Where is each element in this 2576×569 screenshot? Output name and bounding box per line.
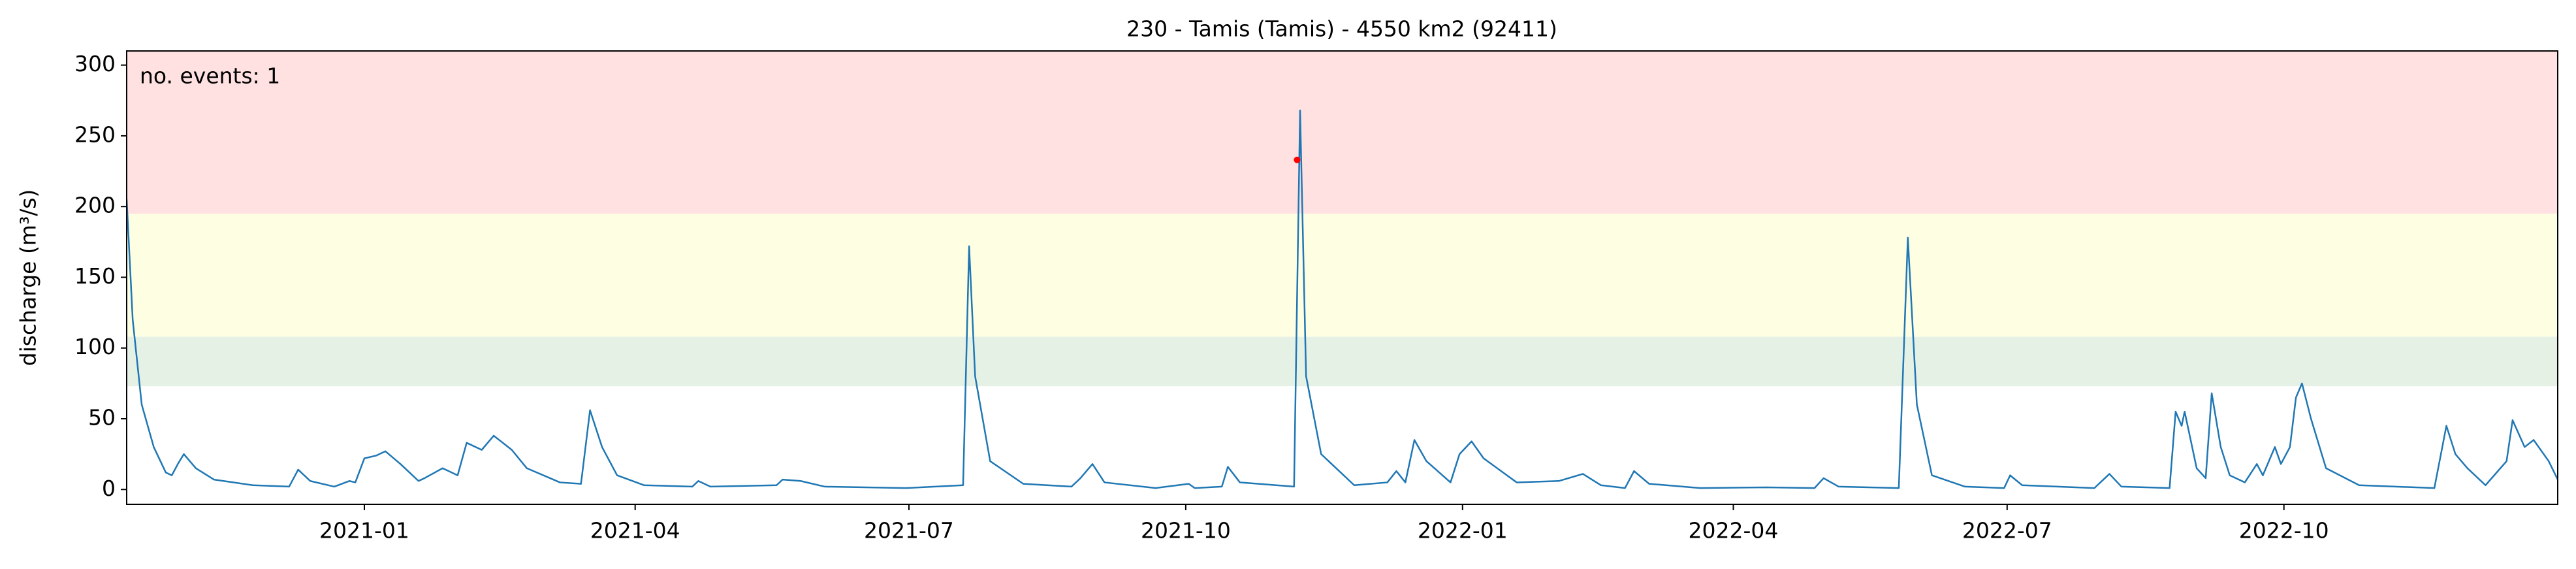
discharge-line — [127, 109, 2558, 489]
y-tick-label: 50 — [88, 404, 116, 430]
y-tick-label: 100 — [74, 334, 116, 359]
y-tick-label: 200 — [74, 193, 116, 218]
x-tick-label: 2021-01 — [319, 518, 409, 544]
annotation: no. events: 1 — [140, 63, 280, 89]
x-tick-label: 2021-07 — [864, 518, 954, 544]
threshold-band — [127, 214, 2558, 337]
event-marker — [1294, 156, 1301, 163]
y-tick-label: 0 — [102, 476, 116, 501]
y-tick-label: 300 — [74, 51, 116, 76]
y-tick-label: 250 — [74, 122, 116, 147]
plot-area — [127, 51, 2558, 489]
y-tick-label: 150 — [74, 263, 116, 289]
x-tick-label: 2021-04 — [590, 518, 680, 544]
x-tick-label: 2022-07 — [1962, 518, 2052, 544]
y-axis-label: discharge (m³/s) — [16, 189, 41, 366]
chart-title: 230 - Tamis (Tamis) - 4550 km2 (92411) — [1126, 16, 1557, 42]
x-tick-label: 2022-01 — [1418, 518, 1508, 544]
x-tick-label: 2021-10 — [1141, 518, 1231, 544]
x-tick-label: 2022-04 — [1689, 518, 1779, 544]
threshold-band — [127, 51, 2558, 214]
threshold-band — [127, 336, 2558, 387]
x-tick-label: 2022-10 — [2239, 518, 2329, 544]
